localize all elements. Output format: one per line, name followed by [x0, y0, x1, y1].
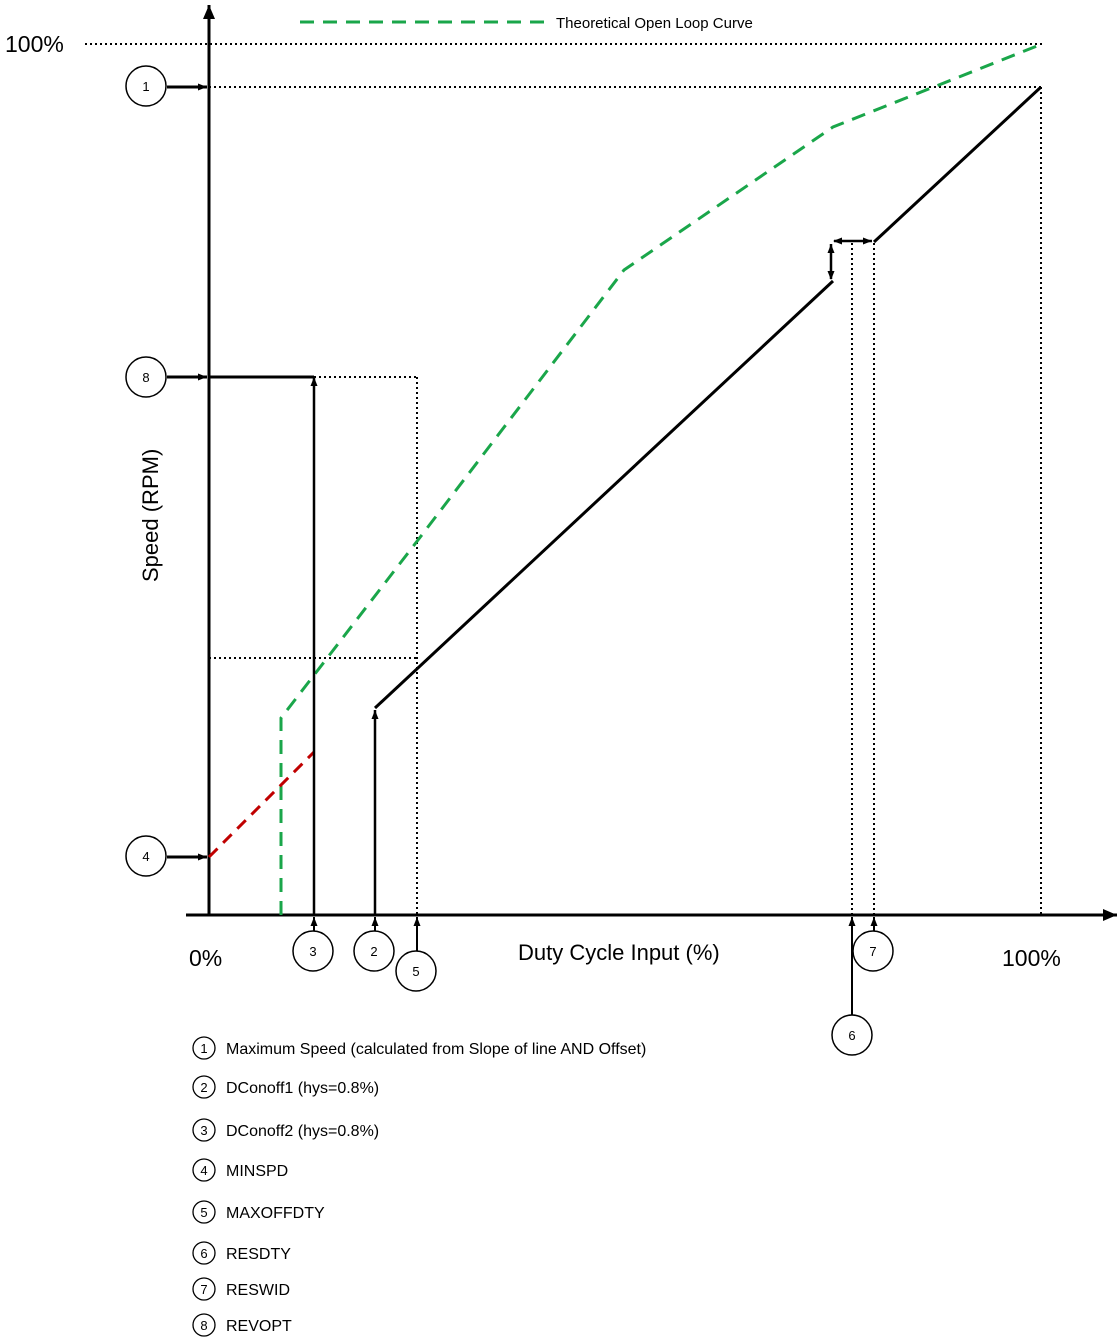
marker-6: 6 [831, 1014, 873, 1056]
y-axis-label: Speed (RPM) [138, 449, 163, 582]
marker-2-label: 2 [370, 944, 377, 959]
x-axis-label: Duty Cycle Input (%) [518, 940, 720, 965]
legend-item-label: DConoff1 (hys=0.8%) [226, 1080, 379, 1097]
x-start-label: 0% [189, 945, 222, 971]
legend-item-label: MINSPD [226, 1163, 288, 1180]
marker-3-label: 3 [309, 944, 316, 959]
legend-item: 2 DConoff1 (hys=0.8%) [192, 1075, 379, 1099]
legend-item-label: REVOPT [226, 1318, 292, 1335]
legend-item: 7 RESWID [192, 1277, 290, 1301]
operating-line [209, 85, 1043, 710]
legend-item-number: 8 [200, 1318, 207, 1333]
marker-4: 4 [125, 835, 167, 877]
legend-item-number: 5 [200, 1205, 207, 1220]
legend-item: 3 DConoff2 (hys=0.8%) [192, 1118, 379, 1142]
legend-item: 1 Maximum Speed (calculated from Slope o… [192, 1036, 646, 1060]
legend-item-label: Maximum Speed (calculated from Slope of … [226, 1041, 646, 1058]
legend-item-label: RESWID [226, 1282, 290, 1299]
marker-7-label: 7 [869, 944, 876, 959]
marker-8: 8 [125, 356, 167, 398]
legend-item-number: 7 [200, 1282, 207, 1297]
marker-5-label: 5 [412, 964, 419, 979]
legend-item-number: 3 [200, 1123, 207, 1138]
legend-item: 5 MAXOFFDTY [192, 1200, 325, 1224]
min-speed-extension [207, 750, 316, 859]
guide-lines [85, 43, 1042, 915]
legend-item-number: 1 [200, 1041, 207, 1056]
legend-item-number: 2 [200, 1080, 207, 1095]
marker-6-label: 6 [848, 1028, 855, 1043]
legend-item-label: MAXOFFDTY [226, 1205, 325, 1222]
open-loop-legend-label: Theoretical Open Loop Curve [556, 15, 753, 32]
legend-list: 1 Maximum Speed (calculated from Slope o… [192, 1036, 646, 1337]
legend-item-number: 6 [200, 1246, 207, 1261]
marker-4-label: 4 [142, 849, 149, 864]
legend-item-label: DConoff2 (hys=0.8%) [226, 1123, 379, 1140]
speed-slope-upper [872, 85, 1043, 244]
marker-8-label: 8 [142, 370, 149, 385]
marker-7: 7 [852, 930, 894, 972]
marker-1: 1 [125, 65, 167, 107]
legend-item-number: 4 [200, 1163, 207, 1178]
speed-slope-lower [373, 279, 835, 710]
legend-item: 8 REVOPT [192, 1313, 292, 1337]
legend-item: 4 MINSPD [192, 1158, 288, 1182]
x-end-label: 100% [1002, 945, 1061, 971]
marker-1-label: 1 [142, 79, 149, 94]
marker-5: 5 [395, 950, 437, 992]
legend-item-label: RESDTY [226, 1246, 291, 1263]
open-loop-curve [279, 42, 1043, 915]
y-max-label: 100% [5, 31, 64, 57]
legend-item: 6 RESDTY [192, 1241, 291, 1265]
marker-3: 3 [292, 930, 334, 972]
marker-2: 2 [353, 930, 395, 972]
